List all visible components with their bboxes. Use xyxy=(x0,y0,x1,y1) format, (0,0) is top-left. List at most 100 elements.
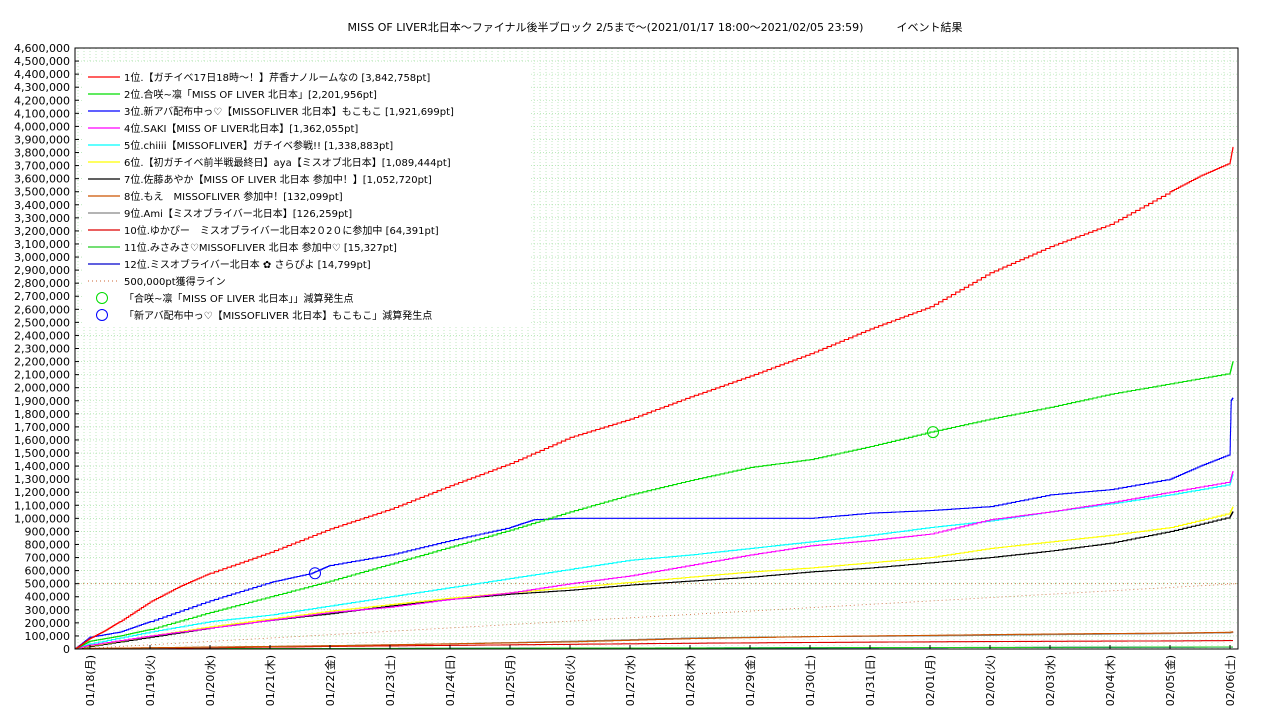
y-tick-label: 1,200,000 xyxy=(14,486,70,499)
legend-item: 「新アバ配布中っ♡【MISSOFLIVER 北日本】もこもこ」減算発生点 xyxy=(124,309,432,322)
y-tick-label: 2,600,000 xyxy=(14,303,70,316)
legend-item: 12位.ミスオブライバー北日本 ✿ さらぴよ [14,799pt] xyxy=(124,258,371,271)
y-tick-label: 1,600,000 xyxy=(14,434,70,447)
y-tick-label: 1,100,000 xyxy=(14,499,70,512)
x-tick-label: 02/02(火) xyxy=(984,655,997,706)
y-tick-label: 3,000,000 xyxy=(14,251,70,264)
series-line xyxy=(75,631,1234,650)
y-tick-label: 3,200,000 xyxy=(14,225,70,238)
x-tick-label: 01/23(土) xyxy=(384,655,397,706)
x-tick-label: 01/26(火) xyxy=(564,655,577,706)
x-tick-label: 01/21(木) xyxy=(264,655,277,706)
legend-item: 1位.【ガチイベ17日18時～！】芹香ナノルームなの [3,842,758pt] xyxy=(124,71,430,84)
x-tick-label: 02/06(土) xyxy=(1224,655,1237,706)
x-tick-label: 02/03(水) xyxy=(1044,655,1057,706)
legend-item: 5位.chiiii【MISSOFLIVER】ガチイベ参戦!! [1,338,88… xyxy=(124,139,393,152)
y-tick-label: 3,400,000 xyxy=(14,199,70,212)
y-tick-label: 1,400,000 xyxy=(14,460,70,473)
legend-item: 9位.Ami【ミスオブライバー北日本】[126,259pt] xyxy=(124,207,352,220)
y-tick-label: 4,500,000 xyxy=(14,55,70,68)
y-tick-label: 2,400,000 xyxy=(14,329,70,342)
x-tick-label: 01/28(木) xyxy=(684,655,697,706)
legend-marker xyxy=(96,309,108,321)
x-tick-label: 01/31(日) xyxy=(864,655,877,706)
penalty-marker xyxy=(309,567,321,580)
x-tick-label: 01/22(金) xyxy=(323,655,337,706)
series-line xyxy=(75,146,1234,650)
series-line xyxy=(75,506,1234,650)
y-tick-label: 2,500,000 xyxy=(14,316,70,329)
x-tick-label: 01/24(日) xyxy=(444,655,457,706)
x-tick-label: 02/04(木) xyxy=(1104,655,1117,706)
y-tick-label: 1,700,000 xyxy=(14,421,70,434)
y-tick-label: 1,300,000 xyxy=(14,473,70,486)
y-tick-label: 0 xyxy=(63,643,70,656)
y-tick-label: 1,800,000 xyxy=(14,408,70,421)
y-tick-label: 800,000 xyxy=(25,538,71,551)
y-tick-label: 3,900,000 xyxy=(14,133,70,146)
y-tick-label: 2,900,000 xyxy=(14,264,70,277)
y-tick-label: 4,300,000 xyxy=(14,81,70,94)
y-tick-label: 700,000 xyxy=(25,552,71,565)
legend-item: 8位.もえ MISSOFLIVER 参加中！[132,099pt] xyxy=(124,190,343,203)
y-tick-label: 4,400,000 xyxy=(14,68,70,81)
y-tick-label: 100,000 xyxy=(25,630,71,643)
x-tick-label: 01/20(水) xyxy=(204,655,217,706)
legend: 1位.【ガチイベ17日18時～！】芹香ナノルームなの [3,842,758pt]… xyxy=(82,62,530,326)
legend-marker xyxy=(96,292,108,304)
x-axis: 01/18(月) 01/19(火) 01/20(水) 01/21(木) 01/22(金)… xyxy=(84,645,1237,706)
y-tick-label: 400,000 xyxy=(25,591,71,604)
y-tick-label: 3,600,000 xyxy=(14,173,70,186)
legend-item: 4位.SAKI【MISS OF LIVER北日本】[1,362,055pt] xyxy=(124,122,358,135)
x-tick-label: 01/18(月) xyxy=(84,655,97,706)
chart-title: MISS OF LIVER北日本～ファイナル後半ブロック 2/5まで～(2021… xyxy=(348,20,963,34)
y-tick-label: 500,000 xyxy=(25,578,71,591)
legend-item: 10位.ゆかぴー ミスオブライバー北日本2０2０に参加中 [64,391pt] xyxy=(124,224,439,237)
y-tick-label: 2,000,000 xyxy=(14,382,70,395)
y-tick-label: 2,100,000 xyxy=(14,369,70,382)
legend-item: 7位.佐藤あやか【MISS OF LIVER 北日本 参加中！】[1,052,7… xyxy=(124,173,432,186)
legend-item: 6位.【初ガチイベ前半戦最終日】aya【ミスオブ北日本】[1,089,444pt… xyxy=(124,156,451,169)
y-tick-label: 3,700,000 xyxy=(14,160,70,173)
penalty-marker xyxy=(927,426,939,439)
x-tick-label: 01/30(土) xyxy=(804,655,817,706)
y-tick-label: 4,100,000 xyxy=(14,107,70,120)
y-tick-label: 1,000,000 xyxy=(14,512,70,525)
legend-item: 3位.新アバ配布中っ♡【MISSOFLIVER 北日本】もこもこ [1,921,… xyxy=(124,105,454,118)
y-tick-label: 900,000 xyxy=(25,525,71,538)
y-tick-label: 2,700,000 xyxy=(14,290,70,303)
series-line xyxy=(75,361,1234,650)
y-tick-label: 3,300,000 xyxy=(14,212,70,225)
legend-item: 2位.合咲~凛「MISS OF LIVER 北日本」[2,201,956pt] xyxy=(124,88,377,101)
legend-item: 「合咲~凛「MISS OF LIVER 北日本」」減算発生点 xyxy=(124,292,353,305)
y-tick-label: 600,000 xyxy=(25,565,71,578)
x-tick-label: 02/05(金) xyxy=(1163,655,1177,706)
y-tick-label: 3,800,000 xyxy=(14,147,70,160)
legend-item: 500,000pt獲得ライン xyxy=(124,275,226,288)
y-tick-label: 2,300,000 xyxy=(14,343,70,356)
y-tick-label: 2,800,000 xyxy=(14,277,70,290)
y-tick-label: 4,200,000 xyxy=(14,94,70,107)
y-tick-label: 4,000,000 xyxy=(14,120,70,133)
series-line xyxy=(75,397,1234,650)
x-tick-label: 01/19(火) xyxy=(144,655,157,706)
y-tick-label: 3,100,000 xyxy=(14,238,70,251)
y-tick-label: 1,500,000 xyxy=(14,447,70,460)
y-tick-label: 1,900,000 xyxy=(14,395,70,408)
legend-background xyxy=(82,62,530,326)
y-tick-label: 300,000 xyxy=(25,604,71,617)
y-tick-label: 3,500,000 xyxy=(14,186,70,199)
legend-item: 11位.みさみさ♡MISSOFLIVER 北日本 参加中♡ [15,327pt] xyxy=(124,241,397,254)
x-tick-label: 02/01(月) xyxy=(924,655,937,706)
series-layer xyxy=(75,146,1234,650)
y-tick-label: 4,600,000 xyxy=(14,42,70,55)
x-tick-label: 01/27(水) xyxy=(624,655,637,706)
marker-layer xyxy=(309,426,939,580)
y-tick-label: 200,000 xyxy=(25,617,71,630)
y-axis: 0100,000200,000300,000400,000500,000600,… xyxy=(14,42,79,656)
y-tick-label: 2,200,000 xyxy=(14,356,70,369)
series-line xyxy=(75,471,1234,650)
x-tick-label: 01/29(金) xyxy=(743,655,757,706)
x-tick-label: 01/25(月) xyxy=(504,655,517,706)
